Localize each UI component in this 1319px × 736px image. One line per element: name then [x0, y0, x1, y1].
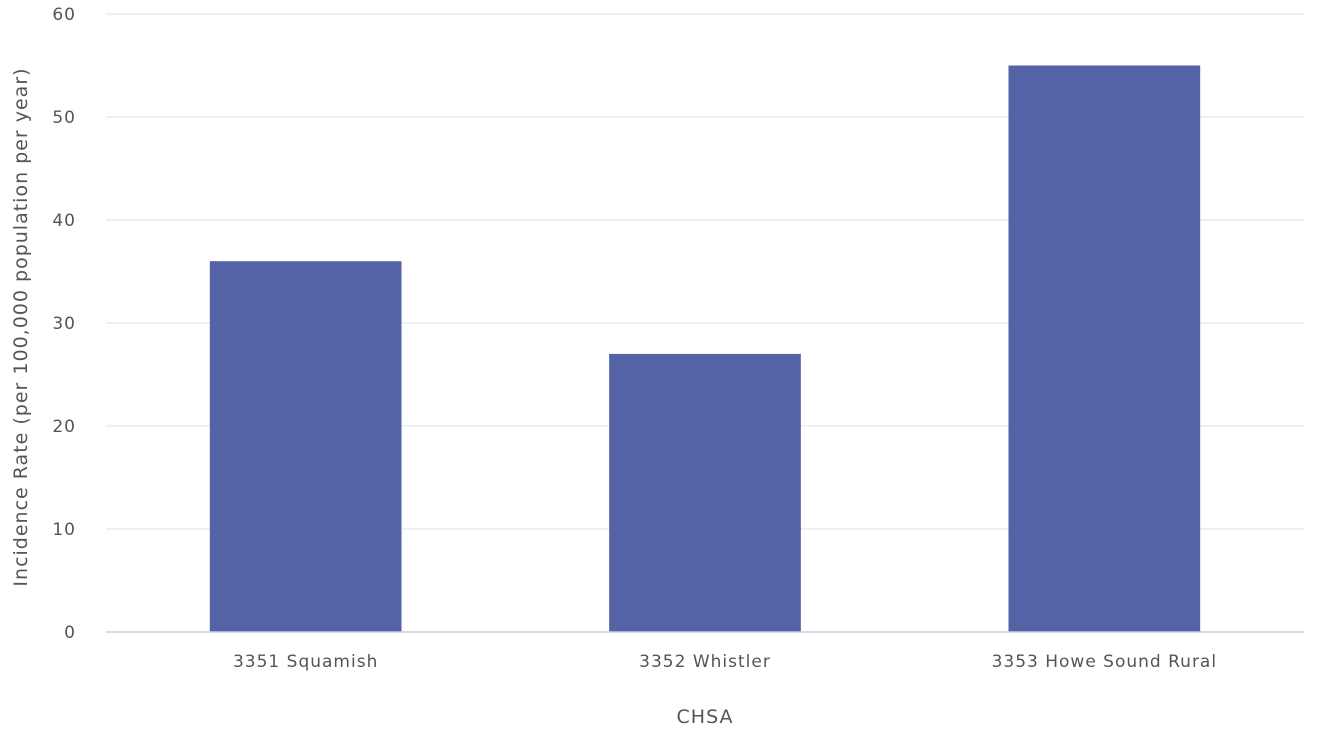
- x-tick-label: 3351 Squamish: [233, 652, 378, 672]
- x-axis-title: CHSA: [677, 706, 734, 728]
- y-tick-label: 20: [52, 417, 76, 437]
- y-tick-label: 30: [52, 314, 76, 334]
- y-tick-label: 40: [52, 211, 76, 231]
- y-tick-label: 0: [64, 623, 76, 643]
- y-tick-label: 60: [52, 5, 76, 25]
- y-tick-label: 50: [52, 108, 76, 128]
- bar[interactable]: [209, 261, 402, 632]
- x-tick-label: 3352 Whistler: [639, 652, 771, 672]
- y-tick-labels: 0 10 20 30 40 50 60: [52, 5, 76, 643]
- bars: [209, 65, 1201, 633]
- y-axis-title: Incidence Rate (per 100,000 population p…: [10, 67, 32, 586]
- bar[interactable]: [1008, 65, 1201, 633]
- bar[interactable]: [609, 353, 801, 632]
- y-tick-label: 10: [52, 520, 76, 540]
- x-tick-label: 3353 Howe Sound Rural: [992, 652, 1218, 672]
- x-tick-labels: 3351 Squamish 3352 Whistler 3353 Howe Soun…: [233, 652, 1218, 672]
